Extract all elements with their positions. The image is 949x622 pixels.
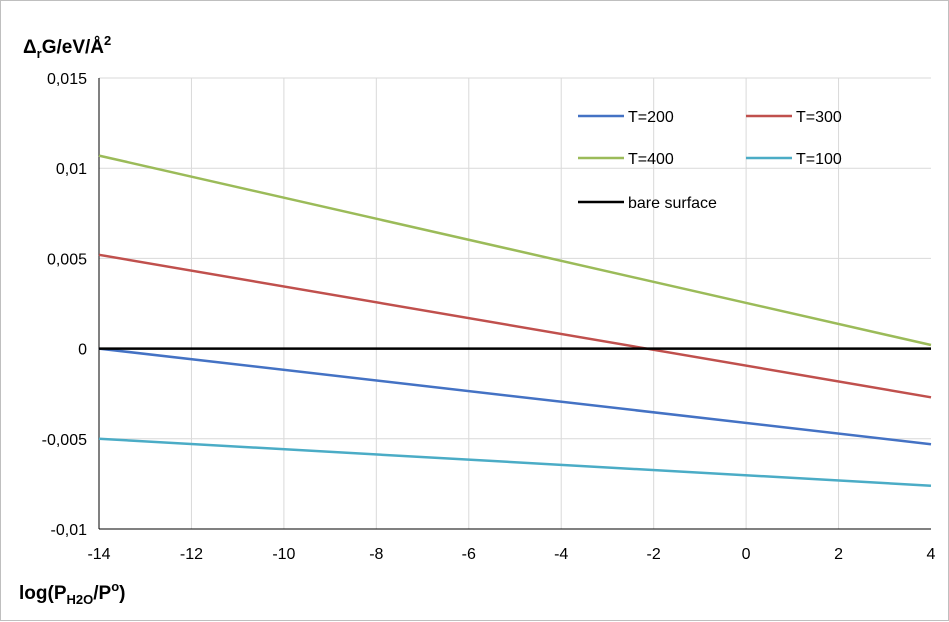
legend-label-t-400: T=400 <box>628 151 674 168</box>
y-tick-label: 0,01 <box>56 161 87 178</box>
x-tick-labels: -14 -12 -10 -8 -6 -4 -2 0 2 4 <box>87 546 935 563</box>
x-tick-label: -12 <box>180 546 203 563</box>
legend-label-t-100: T=100 <box>796 151 842 168</box>
y-tick-label: 0,015 <box>47 71 87 88</box>
series-lines <box>98 154 932 487</box>
y-tick-label: -0,01 <box>51 522 88 539</box>
x-tick-label: 0 <box>742 546 751 563</box>
x-tick-label: 4 <box>927 546 936 563</box>
x-tick-label: 2 <box>834 546 843 563</box>
x-axis-title: log(PH2O/Po) <box>19 579 125 607</box>
x-tick-label: -4 <box>554 546 568 563</box>
legend-label-t-300: T=300 <box>796 109 842 126</box>
series-line-t-200 <box>98 347 932 446</box>
y-tick-labels: -0,01 -0,005 0 0,005 0,01 0,015 <box>42 71 87 539</box>
legend: T=200 T=300 T=400 T=100 bare surface <box>578 109 842 212</box>
x-tick-label: -10 <box>272 546 295 563</box>
legend-label-t-200: T=200 <box>628 109 674 126</box>
x-tick-label: -2 <box>647 546 661 563</box>
y-tick-label: -0,005 <box>42 432 87 449</box>
y-tick-label: 0 <box>78 342 87 359</box>
y-tick-label: 0,005 <box>47 251 87 268</box>
x-tick-label: -8 <box>369 546 383 563</box>
legend-label-bare-surface: bare surface <box>628 195 717 212</box>
series-line-t-100 <box>98 437 932 487</box>
x-tick-label: -6 <box>462 546 476 563</box>
x-tick-label: -14 <box>87 546 110 563</box>
series-line-t-300 <box>98 253 932 399</box>
series-line-t-400 <box>98 154 932 347</box>
y-axis-title: ΔrG/eV/Å2 <box>23 33 111 61</box>
